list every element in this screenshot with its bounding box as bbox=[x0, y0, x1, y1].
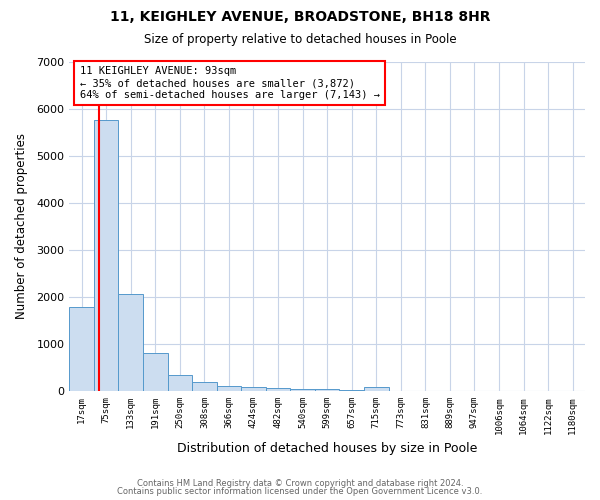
Bar bbox=[94, 120, 118, 391]
Text: Contains HM Land Registry data © Crown copyright and database right 2024.: Contains HM Land Registry data © Crown c… bbox=[137, 478, 463, 488]
Text: 11 KEIGHLEY AVENUE: 93sqm
← 35% of detached houses are smaller (3,872)
64% of se: 11 KEIGHLEY AVENUE: 93sqm ← 35% of detac… bbox=[80, 66, 380, 100]
Y-axis label: Number of detached properties: Number of detached properties bbox=[15, 134, 28, 320]
Bar bbox=[167, 375, 192, 391]
X-axis label: Distribution of detached houses by size in Poole: Distribution of detached houses by size … bbox=[177, 442, 478, 455]
Bar bbox=[290, 388, 315, 391]
Bar bbox=[70, 308, 94, 391]
Bar bbox=[143, 352, 167, 391]
Bar bbox=[340, 390, 364, 391]
Bar bbox=[315, 389, 340, 391]
Text: 11, KEIGHLEY AVENUE, BROADSTONE, BH18 8HR: 11, KEIGHLEY AVENUE, BROADSTONE, BH18 8H… bbox=[110, 10, 490, 24]
Bar bbox=[266, 388, 290, 391]
Text: Size of property relative to detached houses in Poole: Size of property relative to detached ho… bbox=[143, 32, 457, 46]
Bar bbox=[118, 294, 143, 391]
Bar bbox=[192, 382, 217, 391]
Bar bbox=[364, 387, 389, 391]
Bar bbox=[241, 387, 266, 391]
Bar bbox=[217, 386, 241, 391]
Text: Contains public sector information licensed under the Open Government Licence v3: Contains public sector information licen… bbox=[118, 487, 482, 496]
